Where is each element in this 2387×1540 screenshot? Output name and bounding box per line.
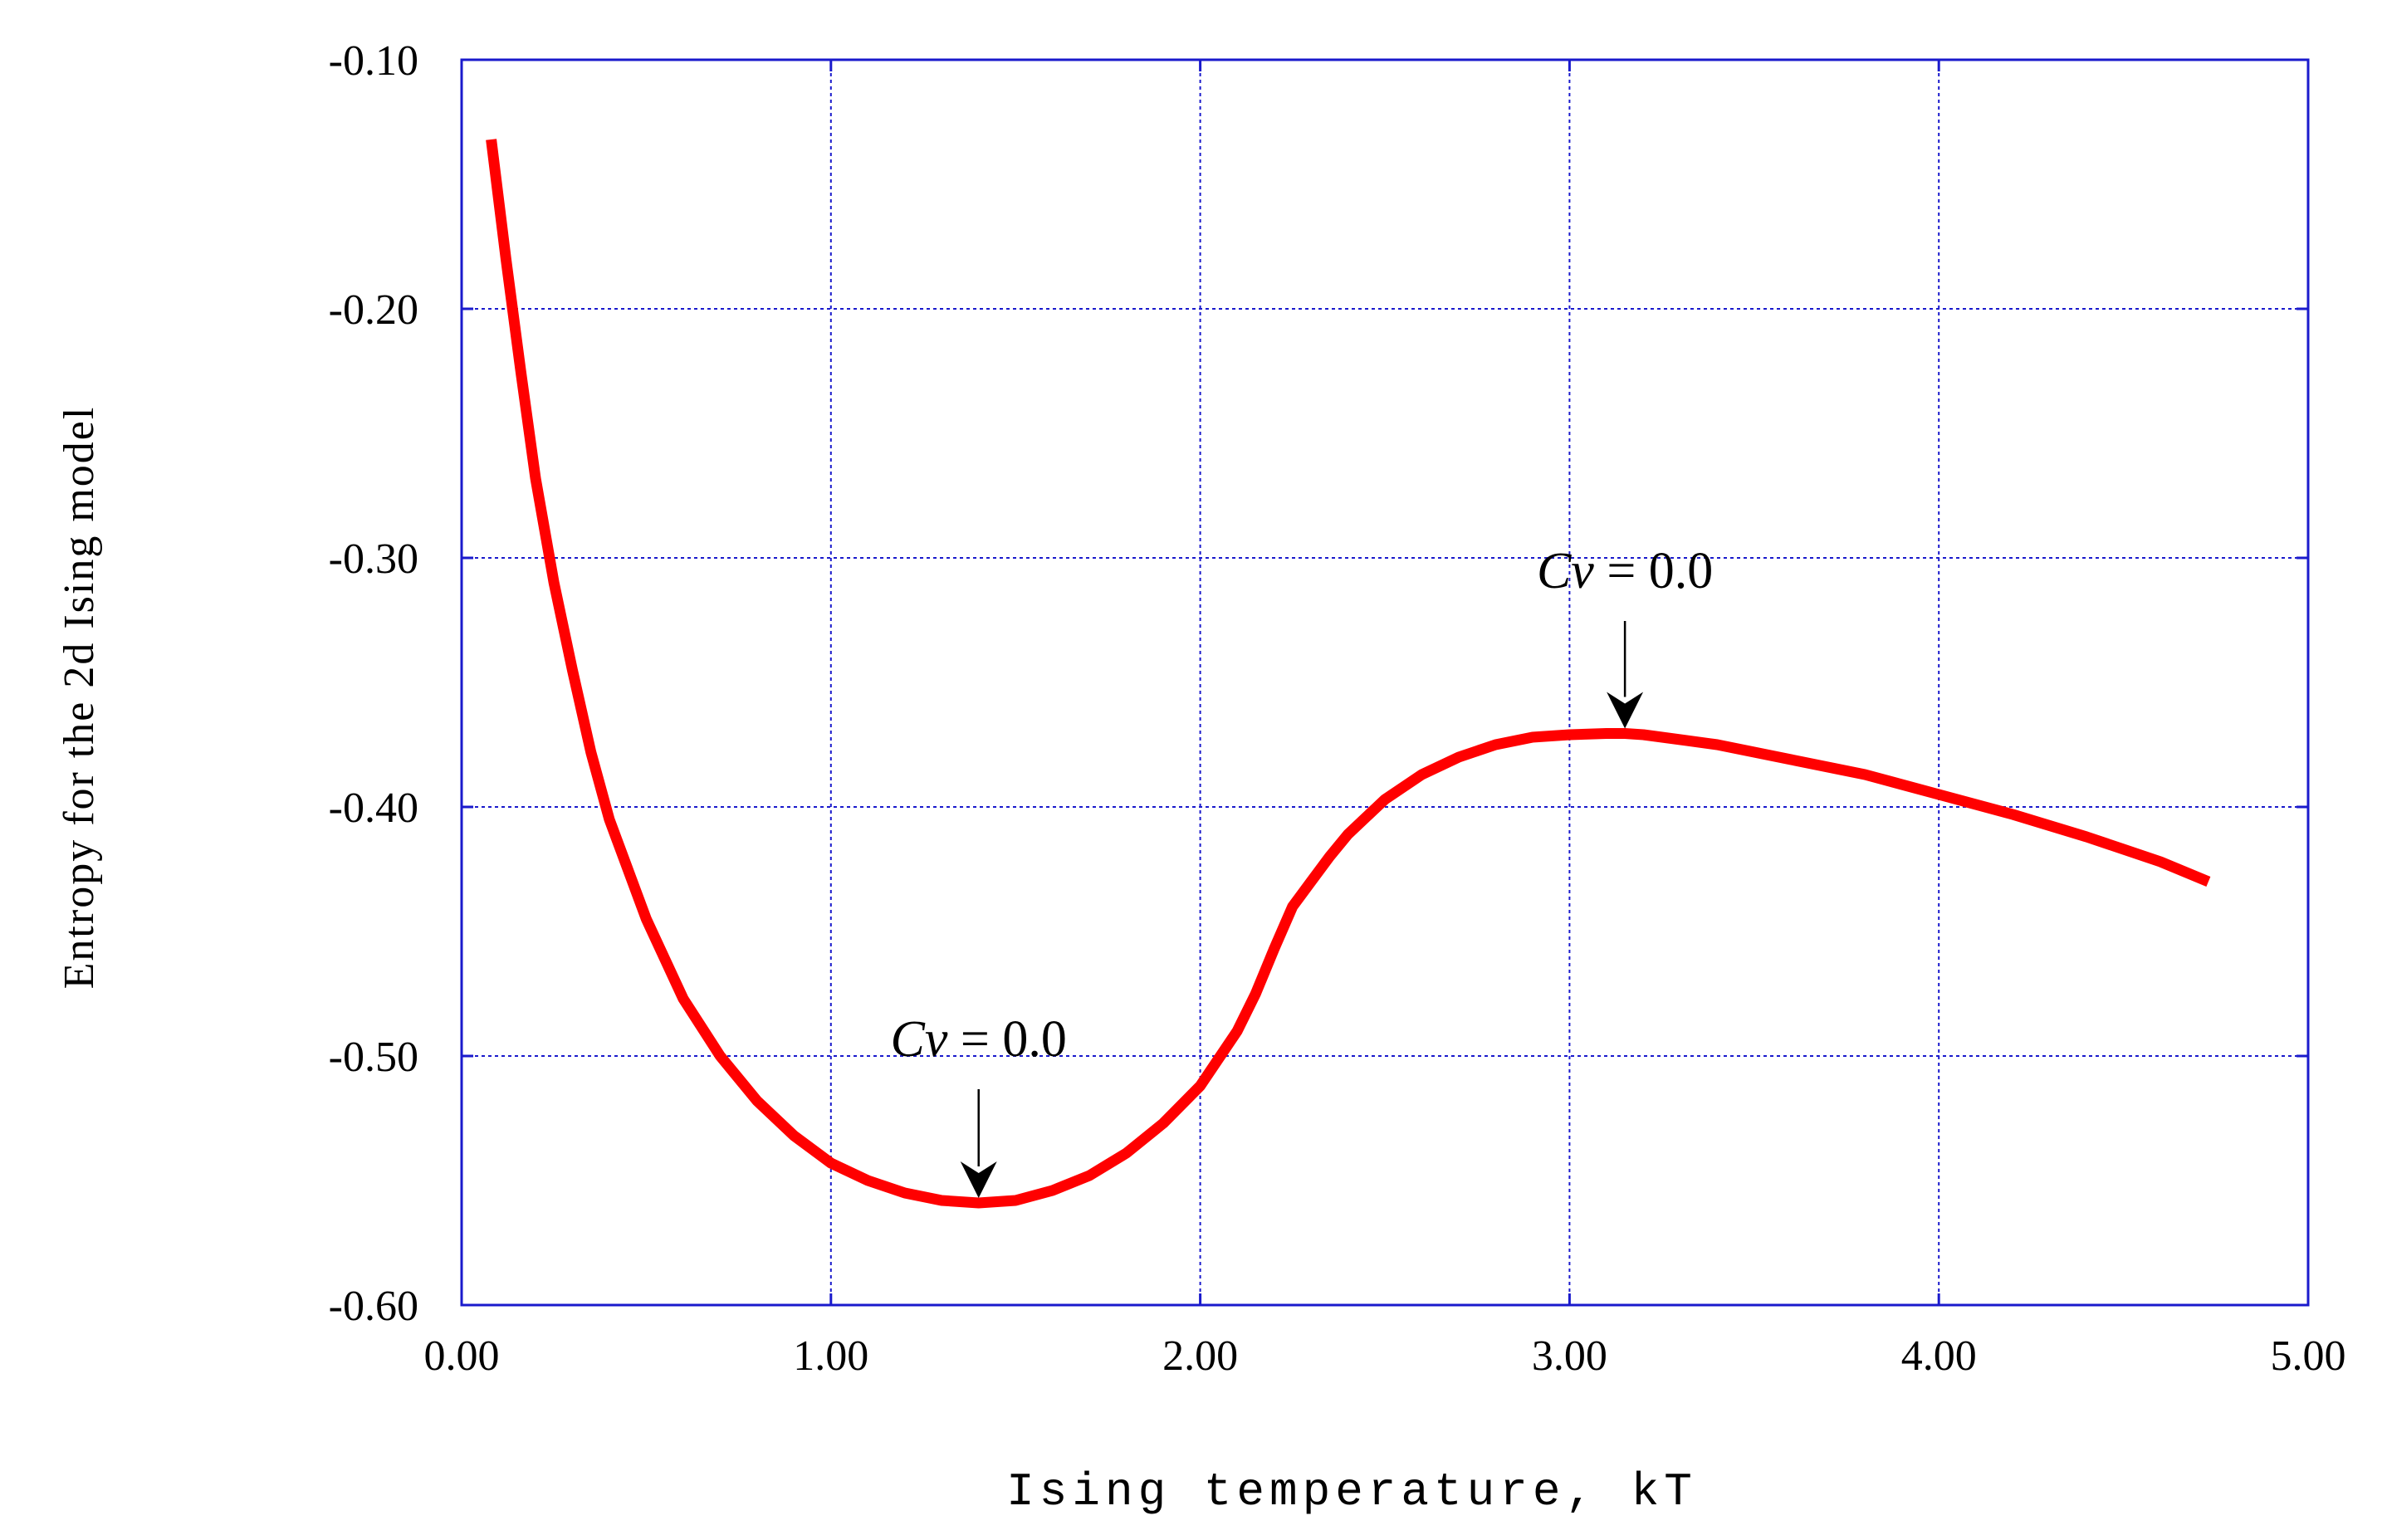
arrow-down-icon: [1607, 692, 1644, 729]
axis-ticks: [460, 58, 2310, 1307]
annotations: Cv = 0.0Cv = 0.0: [891, 543, 1713, 1198]
x-tick-label: 0.00: [424, 1332, 500, 1380]
annotation-label-value: = 0.0: [947, 1011, 1066, 1068]
arrow-down-icon: [960, 1161, 997, 1198]
x-tick-label: 3.00: [1532, 1332, 1607, 1380]
x-axis-tick-labels: 0.00 1.00 2.00 3.00 4.00 5.00: [424, 1332, 2346, 1380]
y-tick-label: -0.10: [329, 37, 418, 85]
y-tick-label: -0.50: [329, 1034, 418, 1081]
x-tick-label: 5.00: [2271, 1332, 2346, 1380]
annotation-label: Cv = 0.0: [891, 1011, 1067, 1068]
y-tick-label: -0.20: [329, 286, 418, 334]
y-axis-label: Entropy for the 2d Ising model: [56, 406, 103, 990]
entropy-series-line: [486, 139, 2211, 1209]
y-tick-label: -0.60: [329, 1283, 418, 1330]
x-tick-label: 4.00: [1901, 1332, 1977, 1380]
x-tick-label: 1.00: [793, 1332, 868, 1380]
y-axis-tick-labels: -0.10 -0.20 -0.30 -0.40 -0.50 -0.60: [329, 37, 418, 1330]
cv-annotation: Cv = 0.0: [891, 1011, 1067, 1198]
grid-lines: [462, 60, 2308, 1305]
annotation-label-variable: Cv: [891, 1011, 948, 1068]
annotation-label-variable: Cv: [1537, 543, 1594, 599]
annotation-label-value: = 0.0: [1594, 543, 1713, 599]
x-tick-label: 2.00: [1162, 1332, 1238, 1380]
plot-frame: [460, 58, 2310, 1307]
cv-annotation: Cv = 0.0: [1537, 543, 1713, 729]
x-axis-label: Ising temperature, kT: [1006, 1465, 1697, 1518]
annotation-label: Cv = 0.0: [1537, 543, 1713, 599]
y-tick-label: -0.30: [329, 535, 418, 583]
y-tick-label: -0.40: [329, 785, 418, 832]
